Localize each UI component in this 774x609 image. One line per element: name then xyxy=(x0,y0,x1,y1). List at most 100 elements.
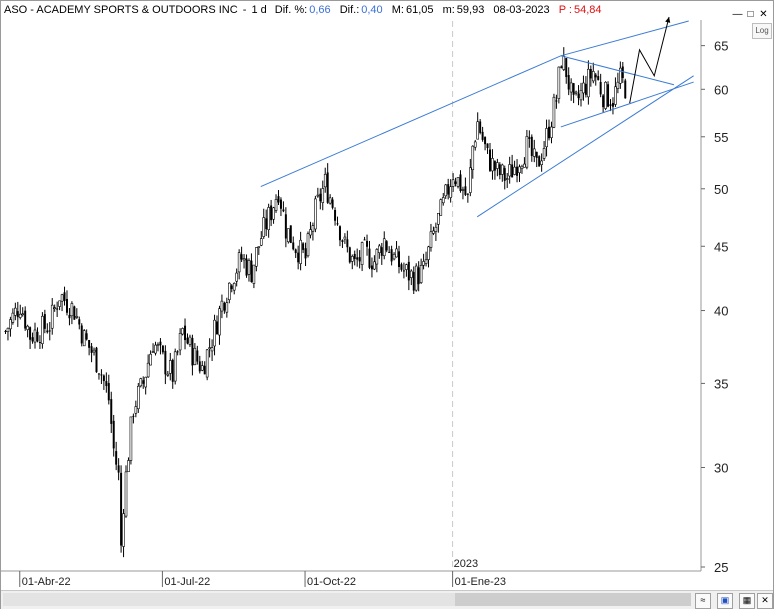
y-tick-label: 35 xyxy=(714,376,728,391)
candle-up xyxy=(82,330,86,347)
candle-up xyxy=(587,68,590,98)
candle-up xyxy=(328,197,332,204)
candle-up xyxy=(213,319,216,347)
chart-type-icon[interactable]: ≈ xyxy=(695,593,711,609)
candle-up xyxy=(237,252,241,273)
candle-up xyxy=(18,313,22,318)
candle-down xyxy=(589,69,592,79)
candle-up xyxy=(508,164,511,177)
candle-up xyxy=(124,471,128,517)
candle-up xyxy=(33,329,37,343)
candle-up xyxy=(235,272,238,282)
candle-down xyxy=(31,337,34,342)
candle-up xyxy=(232,283,236,291)
candle-down xyxy=(530,136,533,156)
candle-up xyxy=(557,66,561,99)
candle-down xyxy=(289,225,292,243)
minimize-icon[interactable]: — xyxy=(732,9,743,20)
candle-up xyxy=(427,246,430,260)
candle-down xyxy=(73,306,76,320)
candle-up xyxy=(523,163,526,168)
price-label: P : xyxy=(558,4,572,16)
candle-up xyxy=(166,373,170,376)
min-value: 59,93 xyxy=(456,4,485,16)
candle-down xyxy=(38,342,41,344)
candle-down xyxy=(171,359,174,382)
candle-up xyxy=(14,307,17,316)
close-icon[interactable]: ✕ xyxy=(759,9,768,20)
log-scale-button[interactable]: Log xyxy=(752,23,772,39)
candle-down xyxy=(447,184,450,195)
candle-down xyxy=(385,241,388,251)
candle-down xyxy=(390,249,393,262)
candle-down xyxy=(4,330,7,332)
x-tick-label: 01-Ene-23 xyxy=(455,576,506,588)
candle-up xyxy=(619,67,622,84)
grid-icon[interactable]: ▦ xyxy=(739,593,755,609)
candle-down xyxy=(326,172,329,203)
y-tick-label: 55 xyxy=(714,130,728,145)
candle-up xyxy=(456,177,460,187)
candle-up xyxy=(205,349,209,378)
candle-down xyxy=(142,380,145,384)
candle-down xyxy=(63,292,66,301)
candle-down xyxy=(356,257,359,260)
scrollbar-thumb[interactable] xyxy=(455,593,691,606)
candle-down xyxy=(80,325,83,344)
candle-down xyxy=(417,267,420,285)
candle-down xyxy=(120,472,123,546)
candle-up xyxy=(272,207,275,220)
y-tick-label: 40 xyxy=(714,304,728,319)
candle-down xyxy=(366,240,369,247)
candle-down xyxy=(176,351,179,353)
candle-up xyxy=(444,184,448,197)
candle-down xyxy=(95,347,98,373)
candle-up xyxy=(392,253,396,260)
candle-down xyxy=(115,451,118,465)
candle-down xyxy=(270,205,273,221)
candle-down xyxy=(388,251,391,253)
candle-down xyxy=(277,196,280,203)
projection-arrowhead xyxy=(665,17,671,23)
candle-down xyxy=(107,383,110,401)
candle-down xyxy=(400,264,403,270)
bottom-bar: ≈ ▣ ▦ ✕ xyxy=(1,590,773,609)
candle-down xyxy=(250,260,253,283)
maximize-icon[interactable]: □ xyxy=(747,9,754,20)
candle-down xyxy=(358,257,361,262)
chart-header: ASO - ACADEMY SPORTS & OUTDOORS INC - 1 d… xyxy=(1,1,773,20)
candle-down xyxy=(282,209,285,212)
max-label: M: xyxy=(391,4,404,16)
candle-up xyxy=(491,158,494,172)
candle-down xyxy=(567,75,570,90)
candle-down xyxy=(56,308,59,310)
candle-down xyxy=(161,345,164,353)
candle-up xyxy=(122,513,125,547)
diff-pct-value: 0,66 xyxy=(309,4,331,16)
candle-up xyxy=(242,258,246,261)
candle-up xyxy=(11,312,15,323)
candle-up xyxy=(262,217,266,237)
candle-up xyxy=(441,197,445,204)
candle-up xyxy=(591,71,595,82)
horizontal-scrollbar[interactable] xyxy=(3,593,691,606)
candle-down xyxy=(88,340,91,348)
candle-up xyxy=(461,189,465,191)
candle-down xyxy=(609,104,612,106)
candle-down xyxy=(132,415,135,417)
save-icon[interactable]: ▣ xyxy=(717,593,733,609)
candle-down xyxy=(481,131,484,140)
candle-down xyxy=(265,218,268,230)
close-panel-icon[interactable]: ✕ xyxy=(757,593,773,609)
candle-down xyxy=(459,174,462,191)
candle-up xyxy=(127,460,130,473)
candle-up xyxy=(60,294,64,302)
candle-down xyxy=(223,302,226,311)
candle-down xyxy=(353,253,356,259)
candle-down xyxy=(466,193,469,195)
candle-up xyxy=(432,230,435,234)
x-tick-label: 01-Oct-22 xyxy=(307,576,356,588)
candle-down xyxy=(560,66,563,68)
x-tick-label: 01-Jul-22 xyxy=(164,576,210,588)
